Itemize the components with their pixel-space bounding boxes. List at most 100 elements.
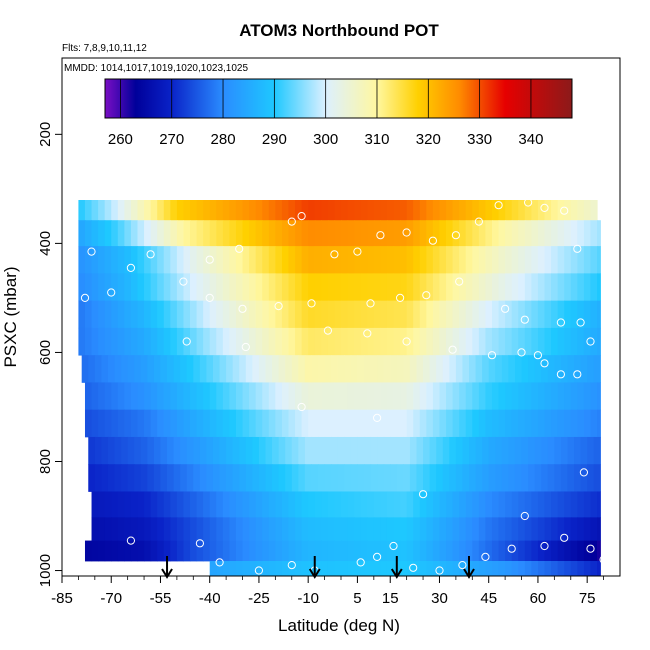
heatmap-cell xyxy=(485,517,493,541)
heatmap-cell xyxy=(459,195,467,221)
heatmap-cell xyxy=(216,300,224,329)
x-tick-label: -70 xyxy=(100,590,122,607)
heatmap-cell xyxy=(406,409,414,438)
heatmap-cell xyxy=(380,491,388,518)
heatmap-cell xyxy=(295,540,303,562)
heatmap-cell xyxy=(121,355,129,383)
heatmap-cell xyxy=(570,300,578,329)
observation-point xyxy=(195,539,204,548)
y-tick-label: 1000 xyxy=(37,554,54,587)
heatmap-cell xyxy=(255,195,263,221)
heatmap-cell xyxy=(301,409,309,438)
heatmap-cell xyxy=(597,246,601,274)
observation-point xyxy=(599,555,608,564)
heatmap-cell xyxy=(426,195,434,221)
heatmap-cell xyxy=(360,273,368,302)
heatmap-cell xyxy=(199,355,208,383)
observation-point xyxy=(376,231,385,240)
heatmap-cell xyxy=(547,464,555,492)
heatmap-cell xyxy=(173,436,181,465)
heatmap-cell xyxy=(583,195,592,221)
heatmap-cell xyxy=(111,409,119,438)
x-tick-label: -25 xyxy=(248,590,270,607)
heatmap-cell xyxy=(144,382,152,411)
heatmap-cell xyxy=(331,355,339,383)
heatmap-row xyxy=(91,491,601,518)
heatmap-cell xyxy=(482,464,490,492)
heatmap-cell xyxy=(281,327,290,356)
heatmap-cell xyxy=(590,300,598,329)
heatmap-cell xyxy=(459,246,467,274)
colorbar-tick-label: 310 xyxy=(364,131,389,148)
heatmap-cell xyxy=(373,246,381,274)
heatmap-cell xyxy=(314,246,322,274)
heatmap-cell xyxy=(144,246,152,274)
heatmap-cell xyxy=(518,327,526,356)
heatmap-cell xyxy=(426,561,434,577)
heatmap-cell xyxy=(524,540,532,562)
heatmap-cell xyxy=(229,273,237,302)
heatmap-cell xyxy=(203,220,211,247)
heatmap-cell xyxy=(327,273,336,302)
heatmap-cell xyxy=(288,540,296,562)
heatmap-cell xyxy=(426,540,434,562)
heatmap-cell xyxy=(491,540,500,562)
heatmap-cell xyxy=(574,464,582,492)
heatmap-cell xyxy=(462,355,470,383)
heatmap-cell xyxy=(413,220,421,247)
heatmap-cell xyxy=(91,491,99,518)
heatmap-cell xyxy=(219,464,227,492)
heatmap-cell xyxy=(551,382,559,411)
heatmap-cell xyxy=(216,195,224,221)
heatmap-cell xyxy=(363,436,372,465)
heatmap-cell xyxy=(272,436,280,465)
observation-point xyxy=(540,203,549,212)
heatmap-cell xyxy=(429,464,437,492)
heatmap-cell xyxy=(469,355,477,383)
heatmap-cell xyxy=(590,517,598,541)
heatmap-cell xyxy=(570,327,578,356)
heatmap-cell xyxy=(311,355,319,383)
heatmap-cell xyxy=(459,220,467,247)
heatmap-cell xyxy=(295,273,303,302)
heatmap-cell xyxy=(511,195,519,221)
heatmap-cell xyxy=(439,540,447,562)
heatmap-cell xyxy=(334,327,342,356)
heatmap-cell xyxy=(344,464,352,492)
heatmap-cell xyxy=(577,327,585,356)
heatmap-cell xyxy=(439,517,447,541)
heatmap-cell xyxy=(298,355,306,383)
heatmap-cell xyxy=(229,220,237,247)
heatmap-cell xyxy=(419,195,427,221)
heatmap-cell xyxy=(498,246,506,274)
heatmap-cell xyxy=(262,220,270,247)
heatmap-cell xyxy=(334,300,342,329)
heatmap-cell xyxy=(505,273,513,302)
heatmap-cell xyxy=(400,540,408,562)
heatmap-cell xyxy=(203,540,211,562)
heatmap-cell xyxy=(452,246,460,274)
heatmap-cell xyxy=(163,540,171,562)
heatmap-cell xyxy=(442,436,450,465)
observation-point xyxy=(501,304,510,313)
observation-point xyxy=(520,315,529,324)
heatmap-cell xyxy=(295,300,303,329)
heatmap-cell xyxy=(354,327,362,356)
heatmap-cell xyxy=(275,300,283,329)
heatmap-cell xyxy=(170,327,178,356)
heatmap-cell xyxy=(524,300,532,329)
heatmap-cell xyxy=(590,409,598,438)
heatmap-cell xyxy=(373,517,381,541)
heatmap-cell xyxy=(580,464,588,492)
heatmap-cell xyxy=(350,464,359,492)
heatmap-cell xyxy=(301,327,309,356)
heatmap-cell xyxy=(127,355,135,383)
heatmap-cell xyxy=(262,327,270,356)
heatmap-cell xyxy=(216,273,224,302)
heatmap-cell xyxy=(478,491,487,518)
heatmap-cell xyxy=(314,409,322,438)
heatmap-cell xyxy=(144,517,152,541)
heatmap-cell xyxy=(275,327,283,356)
x-tick-label: -40 xyxy=(199,590,221,607)
heatmap-cell xyxy=(291,436,299,465)
